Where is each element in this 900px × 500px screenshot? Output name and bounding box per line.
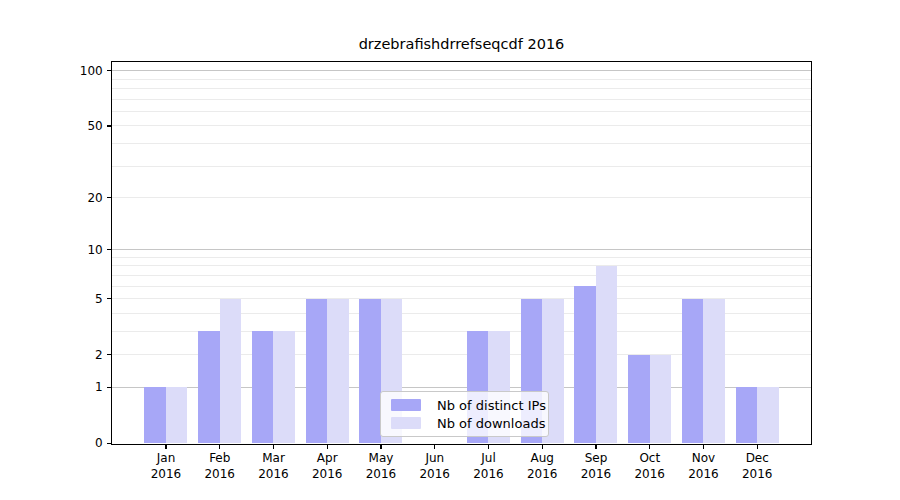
gridline-minor	[112, 265, 810, 266]
bar-downloads-dec	[757, 387, 779, 443]
x-tick-mark	[273, 445, 274, 449]
gridline-minor	[112, 99, 810, 100]
gridline-minor	[112, 111, 810, 112]
chart-title: drzebrafishdrrefseqcdf 2016	[112, 36, 811, 52]
x-tick-mark	[595, 445, 596, 449]
legend: Nb of distinct IPs Nb of downloads	[380, 391, 549, 437]
legend-item-distinct-ips: Nb of distinct IPs	[391, 398, 540, 413]
y-tick-mark	[107, 249, 111, 250]
gridline-minor	[112, 275, 810, 276]
bar-distinct-ips-dec	[736, 387, 758, 443]
bar-distinct-ips-jan	[144, 387, 166, 443]
bar-distinct-ips-nov	[682, 299, 704, 444]
bar-distinct-ips-apr	[306, 299, 328, 444]
x-tick-mark	[649, 445, 650, 449]
bar-distinct-ips-may	[359, 299, 381, 444]
y-tick-mark	[107, 70, 111, 71]
gridline-minor	[112, 286, 810, 287]
y-tick-label: 100	[61, 64, 103, 78]
y-tick-label: 1	[61, 380, 103, 394]
figure: drzebrafishdrrefseqcdf 2016 100502010521…	[0, 0, 900, 500]
y-tick-label: 0	[61, 436, 103, 450]
gridline-minor	[112, 257, 810, 258]
bar-downloads-oct	[650, 355, 672, 444]
bar-downloads-jan	[166, 387, 188, 443]
y-tick-mark	[107, 443, 111, 444]
distinct-ips-swatch-icon	[391, 399, 421, 411]
y-tick-mark	[107, 387, 111, 388]
y-tick-mark	[107, 298, 111, 299]
bar-distinct-ips-sep	[574, 286, 596, 443]
x-tick-mark	[165, 445, 166, 449]
x-tick-mark	[542, 445, 543, 449]
legend-label: Nb of downloads	[437, 416, 545, 431]
legend-item-downloads: Nb of downloads	[391, 416, 540, 431]
y-tick-mark	[107, 125, 111, 126]
x-tick-mark	[488, 445, 489, 449]
bar-distinct-ips-feb	[198, 331, 220, 443]
plot-area	[112, 63, 810, 444]
gridline-minor	[112, 143, 810, 144]
x-tick-label: Dec 2016	[725, 451, 789, 482]
y-tick-mark	[107, 354, 111, 355]
x-tick-mark	[703, 445, 704, 449]
y-tick-label: 20	[61, 191, 103, 205]
gridline-minor	[112, 166, 810, 167]
bar-downloads-apr	[327, 299, 349, 444]
y-tick-label: 10	[61, 243, 103, 257]
bar-distinct-ips-mar	[252, 331, 274, 443]
gridline-minor	[112, 88, 810, 89]
bar-downloads-sep	[596, 266, 618, 443]
x-tick-mark	[327, 445, 328, 449]
bar-distinct-ips-oct	[628, 355, 650, 444]
gridline-minor	[112, 79, 810, 80]
x-tick-mark	[434, 445, 435, 449]
gridline-minor	[112, 125, 810, 126]
legend-label: Nb of distinct IPs	[437, 398, 546, 413]
bar-downloads-mar	[273, 331, 295, 443]
downloads-swatch-icon	[391, 417, 421, 429]
y-tick-label: 50	[61, 119, 103, 133]
bar-downloads-feb	[220, 299, 242, 444]
x-tick-mark	[219, 445, 220, 449]
x-tick-mark	[757, 445, 758, 449]
y-tick-label: 2	[61, 348, 103, 362]
gridline-minor	[112, 197, 810, 198]
y-tick-mark	[107, 197, 111, 198]
bar-downloads-nov	[703, 299, 725, 444]
y-tick-label: 5	[61, 292, 103, 306]
x-tick-mark	[380, 445, 381, 449]
gridline-major	[112, 70, 810, 71]
gridline-major	[112, 249, 810, 250]
